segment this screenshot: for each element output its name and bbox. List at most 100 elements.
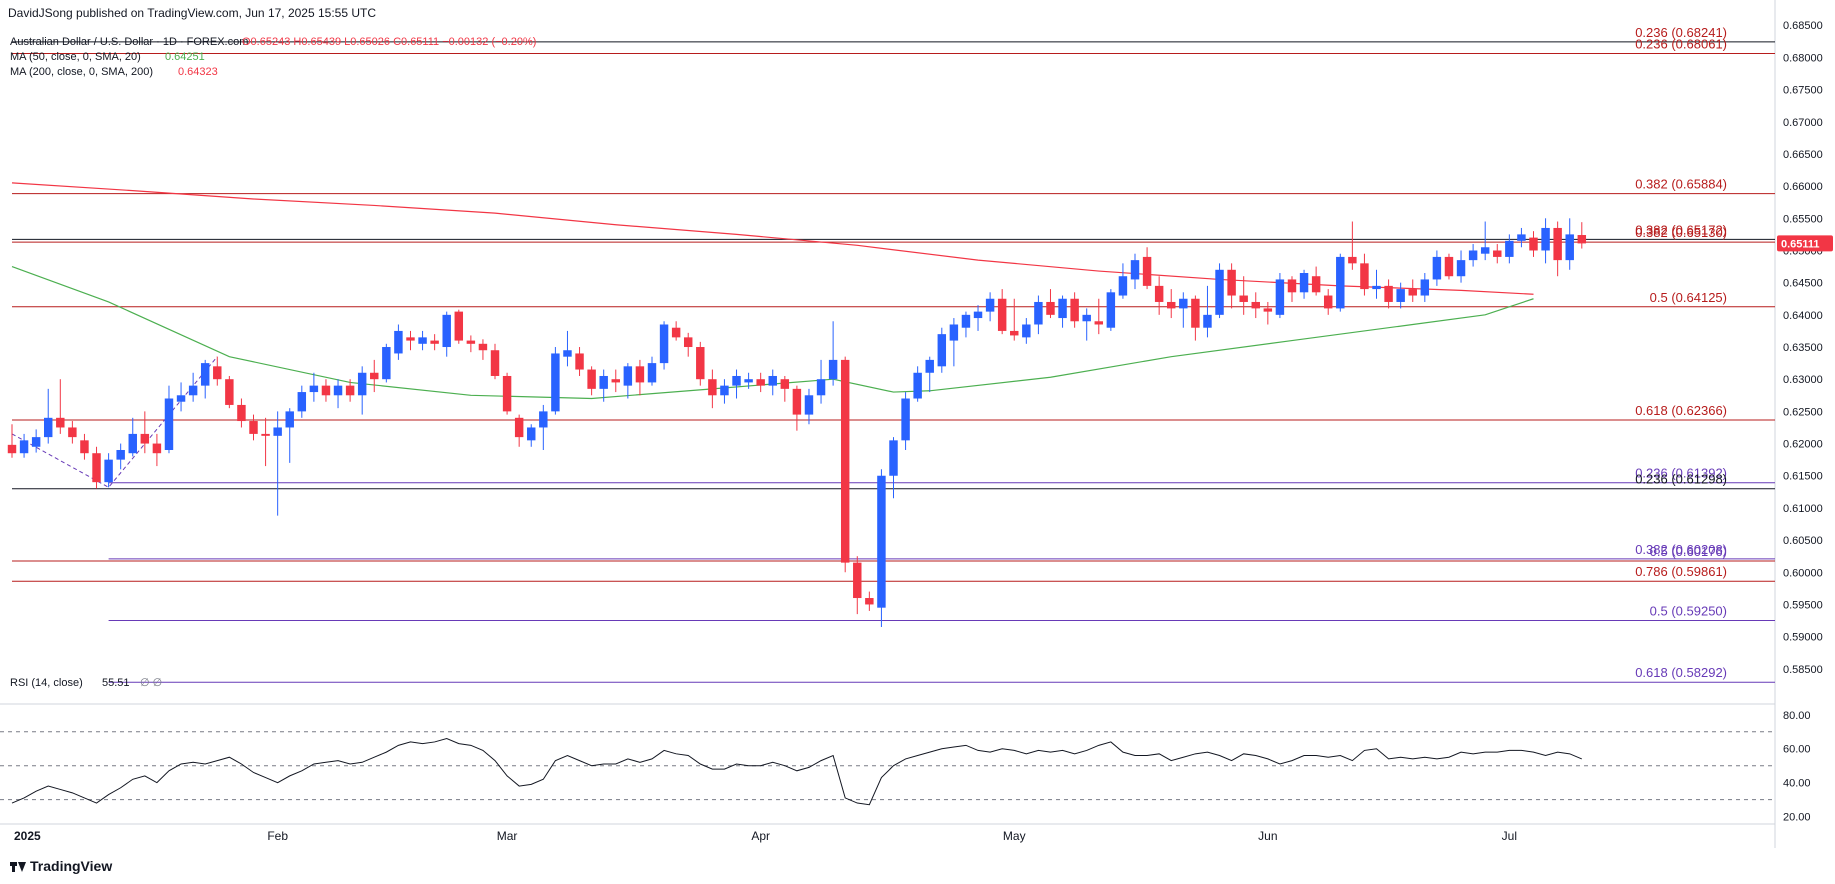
candle-body xyxy=(1299,273,1309,293)
candle-body xyxy=(539,411,548,428)
candle-body xyxy=(1553,227,1562,261)
candle-body xyxy=(213,366,222,380)
fib-level-label: 0.382 (0.60208) xyxy=(1635,542,1727,557)
candle-body xyxy=(1323,295,1333,309)
candle-body xyxy=(1396,289,1405,302)
candle-body xyxy=(116,449,125,460)
candle-body xyxy=(1167,301,1176,309)
ma50-line xyxy=(11,266,1534,400)
rsi-tick-label: 40.00 xyxy=(1783,778,1811,790)
candle-body xyxy=(321,385,331,396)
candle-body xyxy=(744,379,753,383)
candle-body xyxy=(1565,234,1574,261)
candle-body xyxy=(104,459,113,483)
ohlc-values: O0.65243 H0.65439 L0.65026 C0.65111 −0.0… xyxy=(242,36,536,48)
candle-body xyxy=(671,327,681,338)
candle-body xyxy=(1094,321,1104,325)
candle-body xyxy=(973,311,983,319)
candle-body xyxy=(732,375,741,386)
candle-body xyxy=(514,417,524,438)
candle-body xyxy=(333,385,343,396)
candle-body xyxy=(1010,330,1019,336)
fib-level-label: 0.382 (0.65130) xyxy=(1635,225,1727,240)
candle-body xyxy=(865,598,874,605)
candle-body xyxy=(273,427,282,436)
candle-body xyxy=(418,337,427,344)
price-tick-label: 0.62500 xyxy=(1783,406,1823,418)
candle-body xyxy=(949,324,959,341)
price-tick-label: 0.63500 xyxy=(1783,342,1823,354)
fib-level-label: 0.236 (0.61298) xyxy=(1635,472,1727,487)
candle-body xyxy=(43,417,53,438)
candle-body xyxy=(1468,250,1478,261)
candle-body xyxy=(128,433,137,454)
fib-zigzag-line xyxy=(11,356,218,488)
candle-body xyxy=(502,375,512,412)
candle-body xyxy=(611,379,620,383)
candle-body xyxy=(430,340,439,344)
candle-body xyxy=(1263,308,1273,312)
price-tick-label: 0.66000 xyxy=(1783,181,1823,193)
candle-body xyxy=(985,298,995,312)
rsi-line xyxy=(11,738,1582,806)
candle-body xyxy=(840,359,850,563)
candle-body xyxy=(635,366,645,383)
candle-body xyxy=(1179,298,1188,309)
candle-body xyxy=(68,427,77,438)
candle-body xyxy=(140,433,150,444)
price-tick-label: 0.62000 xyxy=(1783,439,1823,451)
candle-body xyxy=(587,369,596,389)
candle-body xyxy=(56,417,65,428)
candle-body xyxy=(1154,285,1164,302)
fib-level-label: 0.5 (0.59250) xyxy=(1650,604,1727,619)
tradingview-brand: TradingView xyxy=(30,858,113,874)
rsi-legend-extra: ∅ ∅ xyxy=(140,677,162,689)
price-tick-label: 0.67500 xyxy=(1783,85,1823,97)
tradingview-logo[interactable]: TradingView xyxy=(10,858,112,874)
candle-body xyxy=(551,353,560,412)
symbol-title: Australian Dollar / U.S. Dollar · 1D · F… xyxy=(10,36,248,48)
ma50-legend-label: MA (50, close, 0, SMA, 20) xyxy=(10,51,141,63)
candle-body xyxy=(696,347,705,380)
candle-body xyxy=(1420,279,1430,296)
last-price-tag xyxy=(1777,235,1833,252)
candle-body xyxy=(285,411,294,428)
fib-level-label: 0.382 (0.65172) xyxy=(1635,222,1727,237)
candle-body xyxy=(442,314,451,348)
candle-body xyxy=(1215,269,1224,315)
candle-body xyxy=(792,388,802,415)
candle-body xyxy=(925,359,934,373)
candle-body xyxy=(756,379,765,386)
candle-body xyxy=(937,334,947,367)
candle-body xyxy=(1058,298,1067,319)
candle-body xyxy=(478,343,488,351)
candle-body xyxy=(297,392,307,412)
candle-body xyxy=(1480,247,1490,254)
price-tick-label: 0.61500 xyxy=(1783,471,1823,483)
candle-body xyxy=(1541,227,1550,251)
fib-level-label: 0.618 (0.62366) xyxy=(1635,403,1727,418)
time-tick-label: Feb xyxy=(267,829,288,843)
fib-level-label: 0.5 (0.64125) xyxy=(1650,290,1727,305)
candle-body xyxy=(1529,237,1538,251)
candle-body xyxy=(1046,301,1055,315)
time-tick-label: 2025 xyxy=(14,829,41,843)
candle-body xyxy=(382,347,391,380)
rsi-tick-label: 60.00 xyxy=(1783,744,1811,756)
time-tick-label: May xyxy=(1003,829,1026,843)
candle-body xyxy=(80,440,89,454)
candle-body xyxy=(708,379,717,396)
candle-body xyxy=(394,330,403,354)
candle-body xyxy=(1034,301,1043,325)
candle-body xyxy=(92,453,101,483)
candle-body xyxy=(720,385,729,396)
rsi-tick-label: 20.00 xyxy=(1783,812,1811,824)
candle-body xyxy=(1372,285,1381,290)
candle-body xyxy=(563,350,572,357)
candle-body xyxy=(1348,256,1357,264)
candle-body xyxy=(804,395,814,415)
price-tick-label: 0.60000 xyxy=(1783,567,1823,579)
candle-body xyxy=(1360,263,1369,290)
candle-body xyxy=(889,440,898,476)
